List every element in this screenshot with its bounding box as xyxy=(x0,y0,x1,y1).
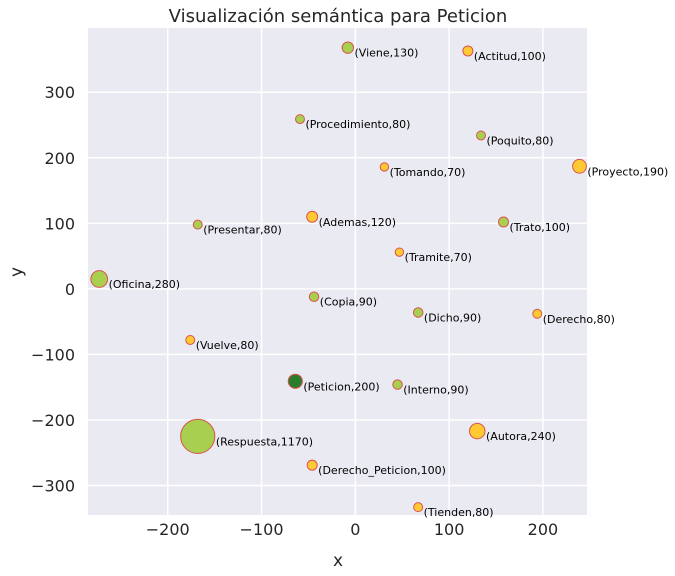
y-tick-label: 100 xyxy=(44,214,75,233)
data-point xyxy=(476,130,486,141)
data-point xyxy=(412,307,424,318)
point-label: (Procedimiento,80) xyxy=(305,118,410,131)
tick-labels: −200 −100 0 100 200 −300 −200 −100 0 100 200 300 xyxy=(31,83,558,539)
data-point xyxy=(295,114,305,125)
data-points xyxy=(90,41,587,513)
point-label: (Tramite,70) xyxy=(405,251,472,264)
data-point xyxy=(287,373,303,389)
data-point xyxy=(306,459,318,471)
x-tick-label: 200 xyxy=(528,520,559,539)
point-label: (Derecho_Peticion,100) xyxy=(318,464,446,477)
data-point xyxy=(413,502,424,513)
data-point xyxy=(532,308,543,319)
data-point xyxy=(341,41,355,54)
x-axis-label: x xyxy=(333,551,343,571)
point-labels: (Viene,130) (Actitud,100) (Procedimiento,8… xyxy=(109,47,669,519)
data-point xyxy=(90,270,109,288)
point-label: (Vuelve,80) xyxy=(196,339,259,352)
point-label: (Oficina,280) xyxy=(109,278,180,291)
data-point xyxy=(498,216,510,228)
data-point xyxy=(185,335,196,345)
data-point xyxy=(394,247,405,257)
data-point xyxy=(306,210,319,223)
point-label: (Ademas,120) xyxy=(319,216,396,229)
point-label: (Presentar,80) xyxy=(203,224,282,237)
x-tick-label: 0 xyxy=(350,520,360,539)
x-tick-label: 100 xyxy=(434,520,465,539)
plot-area xyxy=(88,28,587,515)
x-tick-label: −200 xyxy=(146,520,190,539)
data-point xyxy=(379,162,390,172)
data-point xyxy=(469,422,486,440)
data-point xyxy=(572,158,587,174)
chart-title: Visualización semántica para Peticion xyxy=(169,6,508,27)
x-tick-label: −100 xyxy=(240,520,284,539)
y-tick-label: 0 xyxy=(65,280,75,299)
point-label: (Autora,240) xyxy=(486,430,556,443)
point-label: (Poquito,80) xyxy=(486,134,553,147)
data-point xyxy=(192,219,203,230)
y-tick-label: −100 xyxy=(31,345,75,364)
point-label: (Peticion,200) xyxy=(303,380,379,393)
point-label: (Actitud,100) xyxy=(474,50,546,63)
point-label: (Dicho,90) xyxy=(424,311,481,324)
point-label: (Proyecto,190) xyxy=(587,165,668,178)
data-point xyxy=(180,418,216,454)
data-point xyxy=(462,45,474,57)
data-point xyxy=(308,291,320,302)
data-point xyxy=(392,379,403,390)
y-tick-label: 300 xyxy=(44,83,75,102)
point-label: (Copia,90) xyxy=(320,296,377,309)
point-label: (Tienden,80) xyxy=(424,506,494,519)
point-label: (Interno,90) xyxy=(403,384,468,397)
y-axis-label: y xyxy=(7,267,27,277)
point-label: (Derecho,80) xyxy=(543,313,615,326)
y-tick-label: −300 xyxy=(31,477,75,496)
point-label: (Respuesta,1170) xyxy=(216,435,313,448)
point-label: (Viene,130) xyxy=(355,47,419,60)
point-label: (Trato,100) xyxy=(510,221,570,234)
point-label: (Tomando,70) xyxy=(390,166,466,179)
y-tick-label: −200 xyxy=(31,411,75,430)
y-tick-label: 200 xyxy=(44,149,75,168)
